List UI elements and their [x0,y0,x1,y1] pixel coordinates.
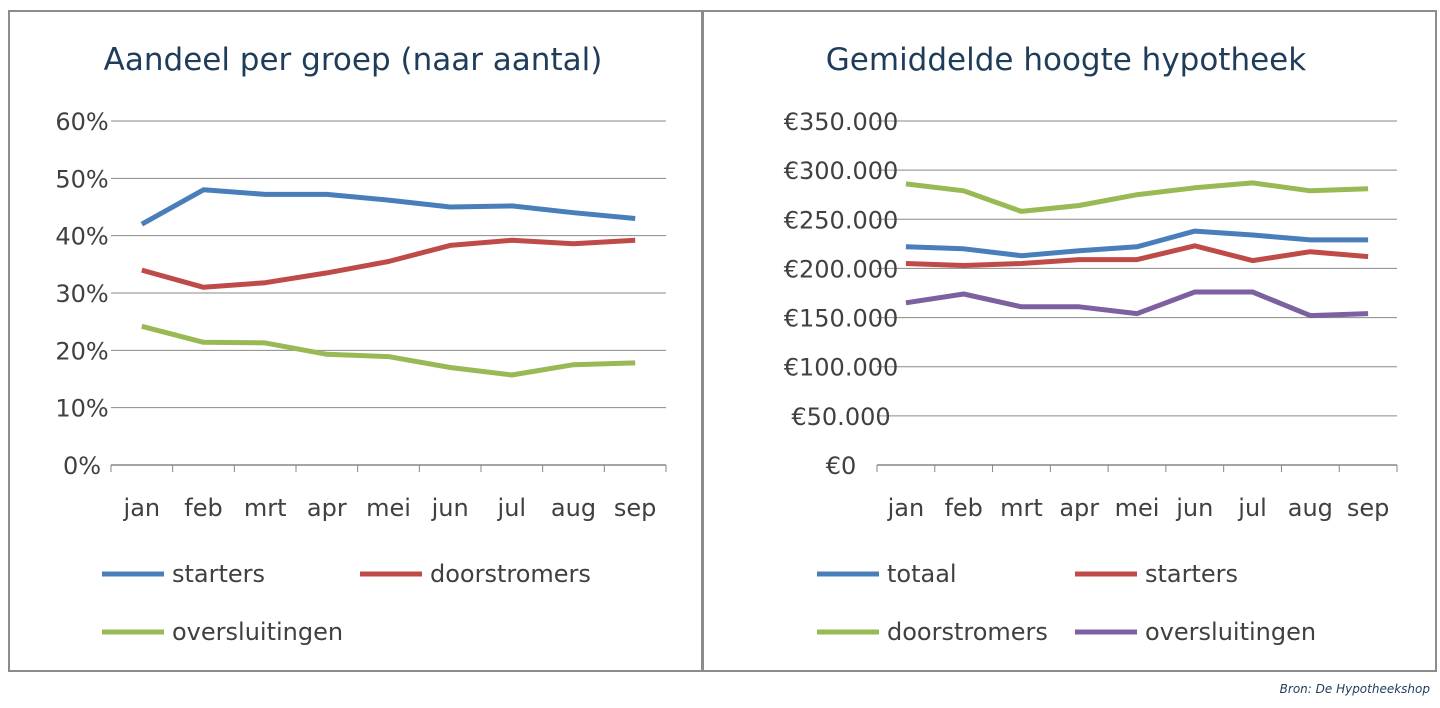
aandeel-x-tick-label: mrt [244,494,287,522]
aandeel-y-tick-label: 20% [55,337,108,365]
hypotheek-x-tick-label: mei [1115,494,1160,522]
chart-aandeel-per-groep: Aandeel per groep (naar aantal) 0% 10% 20% 3… [55,42,667,646]
aandeel-legend-label-oversluitingen: oversluitingen [172,618,343,646]
hypotheek-legend-label-starters: starters [1145,560,1238,588]
hypotheek-x-tick-label: feb [944,494,982,522]
aandeel-y-tick-label: 10% [55,395,108,423]
hypotheek-y-tick-label: €50.000 [791,403,890,431]
aandeel-legend-label-starters: starters [172,560,265,588]
hypotheek-x-tick-label: sep [1347,494,1390,522]
hypotheek-x-tick-label: jan [887,494,925,522]
chart-frame [8,10,1437,672]
aandeel-chart-title: Aandeel per groep (naar aantal) [104,42,603,78]
aandeel-y-tick-label: 60% [55,108,108,136]
aandeel-y-tick-label: 0% [63,452,101,480]
hypotheek-y-tick-label: €100.000 [784,354,899,382]
hypotheek-y-tick-label: €300.000 [784,157,899,185]
hypotheek-legend-label-oversluitingen: oversluitingen [1145,618,1316,646]
hypotheek-legend-label-doorstromers: doorstromers [887,618,1048,646]
aandeel-x-tick-label: mei [366,494,411,522]
aandeel-x-tick-label: feb [184,494,222,522]
aandeel-legend-label-doorstromers: doorstromers [430,560,591,588]
hypotheek-y-tick-label: €150.000 [784,305,899,333]
aandeel-x-tick-label: jul [497,494,527,522]
aandeel-series-line-starters [140,187,636,227]
hypotheek-y-tick-label: €200.000 [784,255,899,283]
aandeel-x-tick-label: aug [551,494,596,522]
aandeel-series-line-doorstromers [141,237,636,290]
panel-divider [701,10,704,672]
source-note: Bron: De Hypotheekshop [1279,682,1430,696]
hypotheek-x-tick-label: jun [1175,494,1213,522]
aandeel-y-tick-label: 30% [55,280,108,308]
chart-gemiddelde-hoogte-hypotheek: Gemiddelde hoogte hypotheek €0 €50.000 €100… [784,42,1398,646]
hypotheek-series-line-starters [905,243,1369,268]
chart-panel-hypotheek: Gemiddelde hoogte hypotheek €0 €50.000 €100… [704,12,1435,670]
chart-panel-aandeel: Aandeel per groep (naar aantal) 0% 10% 20% 3… [10,12,701,670]
aandeel-y-tick-label: 40% [55,223,108,251]
aandeel-x-tick-label: jun [431,494,469,522]
hypotheek-y-tick-label: €250.000 [784,206,899,234]
hypotheek-series-line-oversluitingen [905,289,1369,319]
aandeel-x-tick-label: sep [614,494,657,522]
hypotheek-y-tick-label: €0 [826,452,857,480]
hypotheek-x-tick-label: jul [1237,494,1267,522]
hypotheek-series-line-doorstromers [905,180,1369,214]
aandeel-y-tick-label: 50% [55,165,108,193]
hypotheek-y-tick-label: €350.000 [784,108,899,136]
aandeel-series-line-oversluitingen [141,323,636,378]
hypotheek-x-tick-label: aug [1288,494,1333,522]
hypotheek-chart-title: Gemiddelde hoogte hypotheek [826,42,1306,78]
aandeel-x-tick-label: apr [307,494,347,522]
hypotheek-x-tick-label: apr [1059,494,1099,522]
aandeel-x-tick-label: jan [123,494,161,522]
hypotheek-legend-label-totaal: totaal [887,560,957,588]
hypotheek-x-tick-label: mrt [1000,494,1043,522]
